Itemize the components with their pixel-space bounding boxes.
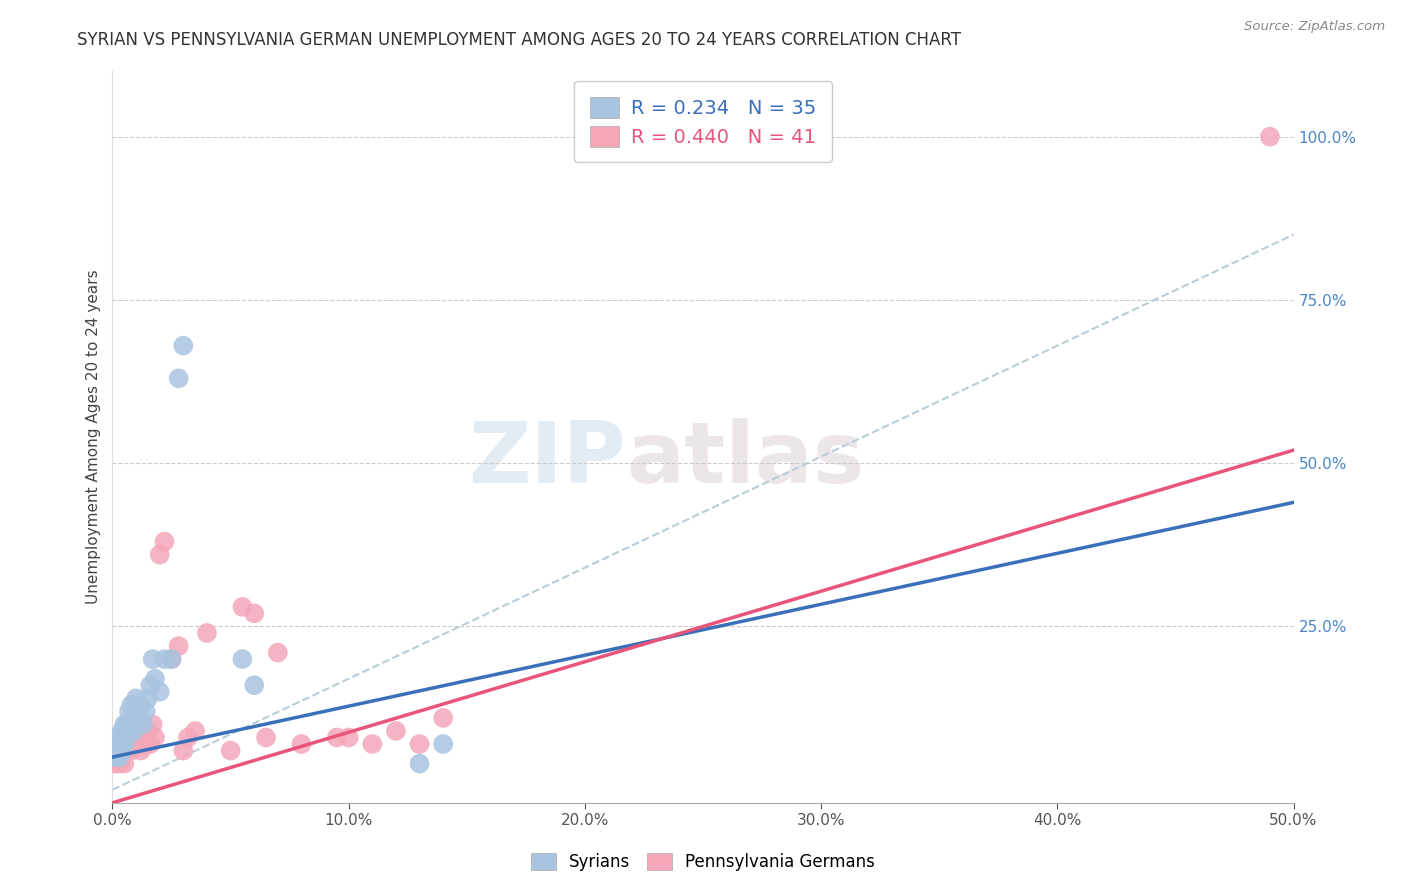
Point — [184, 723, 207, 738]
Text: SYRIAN VS PENNSYLVANIA GERMAN UNEMPLOYMENT AMONG AGES 20 TO 24 YEARS CORRELATION: SYRIAN VS PENNSYLVANIA GERMAN UNEMPLOYME… — [77, 31, 962, 49]
Point — [153, 534, 176, 549]
Point — [149, 685, 172, 699]
Point — [111, 743, 134, 757]
Point — [111, 723, 134, 738]
Point — [143, 731, 166, 745]
Point — [219, 743, 242, 757]
Legend: Syrians, Pennsylvania Germans: Syrians, Pennsylvania Germans — [523, 845, 883, 880]
Point — [231, 652, 253, 666]
Point — [142, 717, 165, 731]
Point — [172, 743, 194, 757]
Point — [432, 737, 454, 751]
Point — [125, 737, 148, 751]
Point — [142, 652, 165, 666]
Point — [254, 731, 277, 745]
Point — [326, 731, 349, 745]
Point — [167, 371, 190, 385]
Point — [139, 678, 162, 692]
Point — [132, 717, 155, 731]
Point — [136, 723, 159, 738]
Point — [120, 698, 142, 712]
Text: atlas: atlas — [626, 417, 865, 500]
Point — [337, 731, 360, 745]
Point — [108, 737, 131, 751]
Point — [143, 672, 166, 686]
Point — [432, 711, 454, 725]
Point — [195, 626, 218, 640]
Point — [105, 731, 128, 745]
Point — [104, 756, 127, 771]
Text: ZIP: ZIP — [468, 417, 626, 500]
Point — [105, 743, 128, 757]
Point — [105, 750, 128, 764]
Point — [118, 723, 141, 738]
Point — [267, 646, 290, 660]
Point — [112, 737, 135, 751]
Point — [115, 743, 138, 757]
Point — [135, 705, 157, 719]
Point — [108, 743, 131, 757]
Text: Source: ZipAtlas.com: Source: ZipAtlas.com — [1244, 20, 1385, 33]
Point — [112, 756, 135, 771]
Point — [118, 737, 141, 751]
Point — [160, 652, 183, 666]
Point — [122, 731, 145, 745]
Point — [408, 737, 430, 751]
Point — [167, 639, 190, 653]
Point — [125, 691, 148, 706]
Legend: R = 0.234   N = 35, R = 0.440   N = 41: R = 0.234 N = 35, R = 0.440 N = 41 — [575, 81, 831, 162]
Point — [385, 723, 408, 738]
Point — [127, 711, 149, 725]
Point — [361, 737, 384, 751]
Point — [127, 731, 149, 745]
Point — [108, 750, 131, 764]
Point — [243, 678, 266, 692]
Point — [115, 717, 138, 731]
Point — [231, 599, 253, 614]
Point — [125, 717, 148, 731]
Point — [120, 743, 142, 757]
Point — [122, 723, 145, 738]
Point — [118, 705, 141, 719]
Point — [136, 691, 159, 706]
Point — [1258, 129, 1281, 144]
Point — [112, 717, 135, 731]
Point — [408, 756, 430, 771]
Point — [104, 750, 127, 764]
Point — [111, 750, 134, 764]
Point — [243, 607, 266, 621]
Point — [149, 548, 172, 562]
Point — [108, 756, 131, 771]
Point — [129, 743, 152, 757]
Point — [112, 737, 135, 751]
Point — [290, 737, 312, 751]
Point — [115, 731, 138, 745]
Point — [135, 737, 157, 751]
Y-axis label: Unemployment Among Ages 20 to 24 years: Unemployment Among Ages 20 to 24 years — [86, 269, 101, 605]
Point — [139, 737, 162, 751]
Point — [160, 652, 183, 666]
Point — [129, 698, 152, 712]
Point — [120, 717, 142, 731]
Point — [172, 339, 194, 353]
Point — [153, 652, 176, 666]
Point — [132, 731, 155, 745]
Point — [177, 731, 200, 745]
